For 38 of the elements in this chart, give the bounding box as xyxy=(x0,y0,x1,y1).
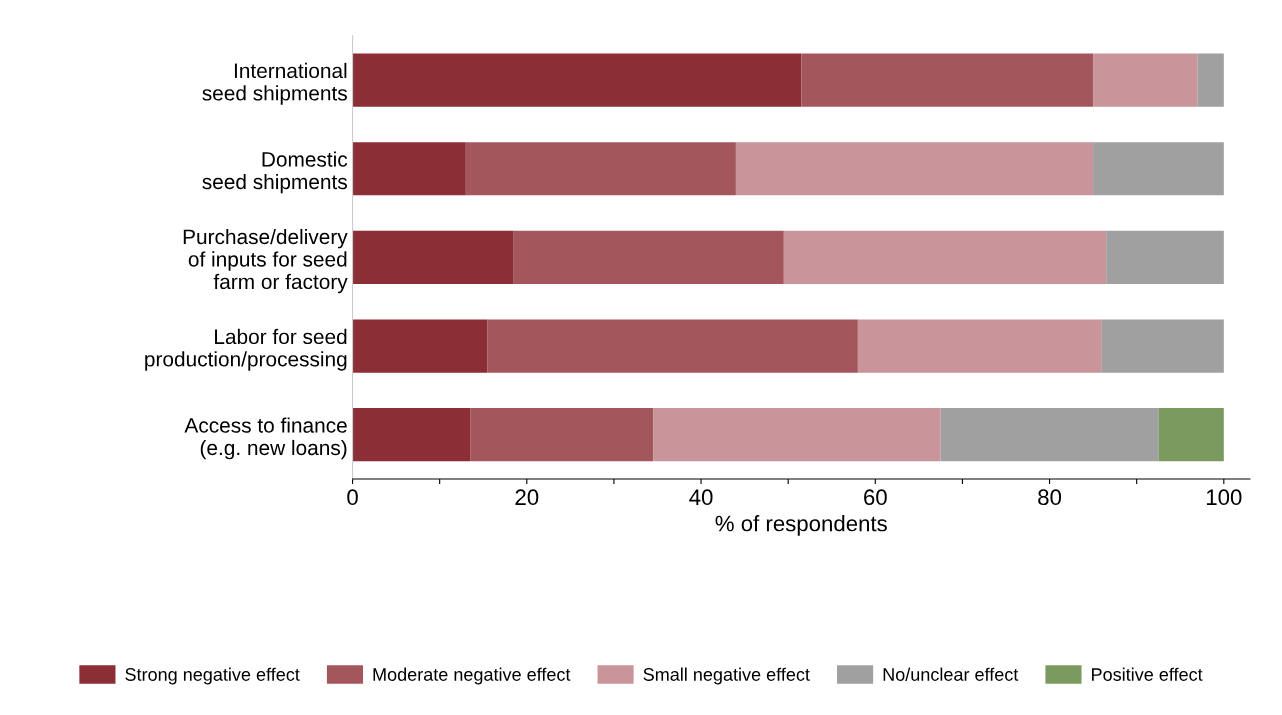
x-tick-label: 0 xyxy=(347,489,358,506)
x-tick-label: 80 xyxy=(1038,489,1062,506)
x-tick-label: 60 xyxy=(864,489,887,506)
bar xyxy=(352,408,471,462)
y-tick-label: Labor for seed production/processing xyxy=(145,328,347,371)
legend-label: No/unclear effect xyxy=(883,667,1019,681)
bar xyxy=(465,142,736,196)
bar xyxy=(352,319,488,373)
bar xyxy=(783,230,1107,284)
x-tick-label: 100 xyxy=(1206,489,1242,506)
legend-label: Moderate negative effect xyxy=(373,667,571,685)
bar xyxy=(940,408,1159,462)
bar xyxy=(513,230,784,284)
bar xyxy=(735,142,1094,196)
bar xyxy=(1158,408,1224,462)
bar xyxy=(857,319,1102,373)
legend-label: Small negative effect xyxy=(643,667,810,685)
legend-label: Positive effect xyxy=(1092,667,1203,681)
bar xyxy=(470,408,654,462)
legend-label: Strong negative effect xyxy=(125,667,300,685)
y-tick-label: Access to finance (e.g. new loans) xyxy=(184,417,347,460)
y-tick-label: Purchase/delivery of inputs for seed farm or factory xyxy=(183,228,348,294)
bar xyxy=(801,53,1094,107)
bar xyxy=(1093,53,1198,107)
bar xyxy=(352,142,466,196)
y-tick-label: International seed shipments xyxy=(202,62,347,105)
bar xyxy=(1106,230,1224,284)
bar xyxy=(1093,142,1224,196)
x-tick-label: 40 xyxy=(689,489,713,506)
x-axis-title: % of respondents xyxy=(715,515,887,536)
bar xyxy=(1101,319,1224,373)
bar xyxy=(1197,53,1224,107)
bar xyxy=(653,408,941,462)
x-tick-label: 20 xyxy=(515,489,539,506)
bar xyxy=(487,319,858,373)
bar xyxy=(352,53,802,107)
y-tick-label: Domestic seed shipments xyxy=(202,151,348,194)
bar xyxy=(352,230,514,284)
